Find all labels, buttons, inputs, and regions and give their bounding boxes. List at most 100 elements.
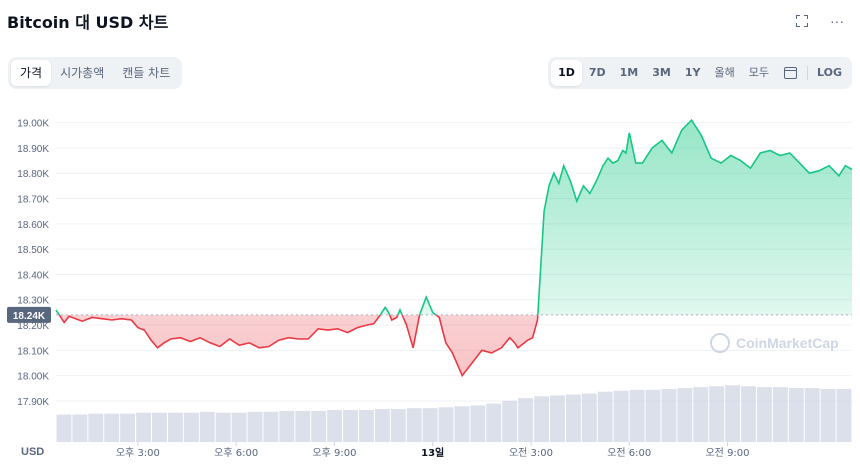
- tab-price[interactable]: 가격: [11, 60, 52, 86]
- volume-bar: [263, 411, 279, 442]
- price-chart[interactable]: 17.90K 18.00K 18.10K 18.20K 18.30K 18.40K 18.5…: [0, 100, 860, 469]
- y-tick-label: 17.90K: [17, 397, 49, 408]
- volume-bar: [406, 408, 422, 442]
- x-tick-label: 13일: [421, 446, 444, 459]
- tab-market-cap[interactable]: 시가총액: [60, 66, 105, 80]
- reference-price: 18.24K: [7, 306, 852, 323]
- volume-bar: [247, 411, 263, 442]
- y-axis: 17.90K 18.00K 18.10K 18.20K 18.30K 18.40K 18.5…: [17, 119, 49, 408]
- currency-label: USD: [21, 446, 44, 458]
- volume-bar: [167, 412, 183, 442]
- volume-bar: [693, 387, 709, 442]
- volume-bar: [677, 388, 693, 442]
- volume-bar: [836, 388, 852, 442]
- price-line: [55, 118, 853, 378]
- volume-bar: [438, 407, 454, 442]
- volume-bar: [390, 409, 406, 442]
- y-tick-label: 18.00K: [17, 372, 49, 383]
- volume-bar: [772, 387, 788, 442]
- x-tick-label: 오전 6:00: [607, 447, 651, 459]
- y-tick-label: 18.90K: [17, 144, 49, 155]
- y-tick-label: 18.80K: [17, 169, 49, 180]
- volume-bar: [311, 410, 327, 442]
- volume-bar: [56, 414, 72, 442]
- volume-bar: [741, 386, 756, 442]
- volume-bar: [804, 388, 820, 442]
- volume-bar: [454, 406, 470, 442]
- price-line-down: [58, 314, 539, 378]
- range-ytd[interactable]: 올해: [714, 66, 735, 79]
- expand-icon[interactable]: [796, 15, 808, 27]
- range-all[interactable]: 모두: [748, 66, 769, 79]
- volume-bar: [422, 408, 438, 442]
- volume-bar: [470, 405, 486, 442]
- volume-bar: [199, 411, 215, 442]
- watermark: CoinMarketCap: [710, 333, 839, 353]
- volume-bar: [215, 412, 231, 442]
- volume-bar: [534, 396, 550, 442]
- volume-bar: [820, 388, 836, 442]
- y-tick-label: 18.70K: [17, 195, 49, 206]
- x-tick-label: 오전 9:00: [705, 447, 749, 459]
- volume-bar: [486, 403, 502, 442]
- reference-price-label: 18.24K: [13, 311, 46, 322]
- y-tick-label: 19.00K: [17, 119, 49, 130]
- volume-bar: [72, 414, 88, 442]
- volume-bar: [295, 410, 311, 442]
- x-axis: 오후 3:00 오후 6:00 오후 9:00 13일 오전 3:00 오전 6:00 오전…: [116, 442, 750, 459]
- watermark-text: CoinMarketCap: [736, 335, 839, 351]
- price-line-up: [55, 118, 853, 315]
- volume-bar: [661, 388, 677, 442]
- volume-bar: [136, 412, 152, 442]
- calendar-icon[interactable]: [784, 67, 797, 79]
- volume-bar: [709, 386, 725, 442]
- volume-bar: [343, 409, 358, 442]
- x-tick-label: 오전 3:00: [509, 447, 553, 459]
- volume-bar: [629, 389, 645, 442]
- volume-bar: [613, 390, 629, 442]
- x-tick-label: 오후 9:00: [312, 447, 356, 459]
- volume-bar: [279, 410, 295, 442]
- volume-bar: [597, 391, 613, 442]
- volume-bar: [374, 409, 390, 442]
- range-1y[interactable]: 1Y: [684, 66, 701, 79]
- volume-bar: [120, 413, 136, 442]
- top-icons: ···: [796, 14, 844, 28]
- x-tick-label: 오후 6:00: [214, 447, 258, 459]
- volume-bars: [56, 385, 852, 442]
- range-7d[interactable]: 7D: [588, 66, 606, 79]
- tab-candle-chart[interactable]: 캔들 차트: [122, 66, 171, 80]
- page-title: Bitcoin 대 USD 차트: [7, 13, 169, 32]
- log-scale-toggle[interactable]: LOG: [817, 66, 842, 79]
- y-tick-label: 18.30K: [17, 296, 49, 307]
- volume-bar: [104, 413, 120, 442]
- volume-bar: [327, 409, 343, 442]
- y-tick-label: 18.50K: [17, 245, 49, 256]
- y-tick-label: 18.20K: [17, 321, 49, 332]
- range-3m[interactable]: 3M: [652, 66, 671, 79]
- range-1m[interactable]: 1M: [619, 66, 639, 79]
- volume-bar: [756, 387, 772, 442]
- volume-bar: [788, 388, 804, 442]
- volume-bar: [358, 409, 374, 442]
- volume-bar: [231, 412, 247, 442]
- y-tick-label: 18.60K: [17, 220, 49, 231]
- more-options-icon[interactable]: ···: [830, 13, 844, 29]
- y-tick-label: 18.10K: [17, 346, 49, 357]
- volume-bar: [550, 395, 565, 442]
- volume-bar: [565, 394, 581, 442]
- x-tick-label: 오후 3:00: [116, 447, 160, 459]
- chart-type-tabs: 가격 시가총액 캔들 차트: [8, 57, 183, 89]
- volume-bar: [183, 412, 199, 442]
- reference-price-badge: [7, 306, 51, 323]
- volume-bar: [88, 413, 104, 442]
- volume-bar: [725, 385, 741, 442]
- price-area-down: [59, 314, 538, 376]
- price-area-up: [56, 120, 852, 315]
- volume-bar: [581, 393, 597, 442]
- coinmarketcap-logo-icon: [710, 333, 730, 353]
- volume-bar: [645, 389, 661, 442]
- range-divider: [807, 66, 808, 80]
- time-range-selector: 1D 7D 1M 3M 1Y 올해 모두 LOG: [548, 57, 852, 89]
- range-1d[interactable]: 1D: [551, 60, 582, 86]
